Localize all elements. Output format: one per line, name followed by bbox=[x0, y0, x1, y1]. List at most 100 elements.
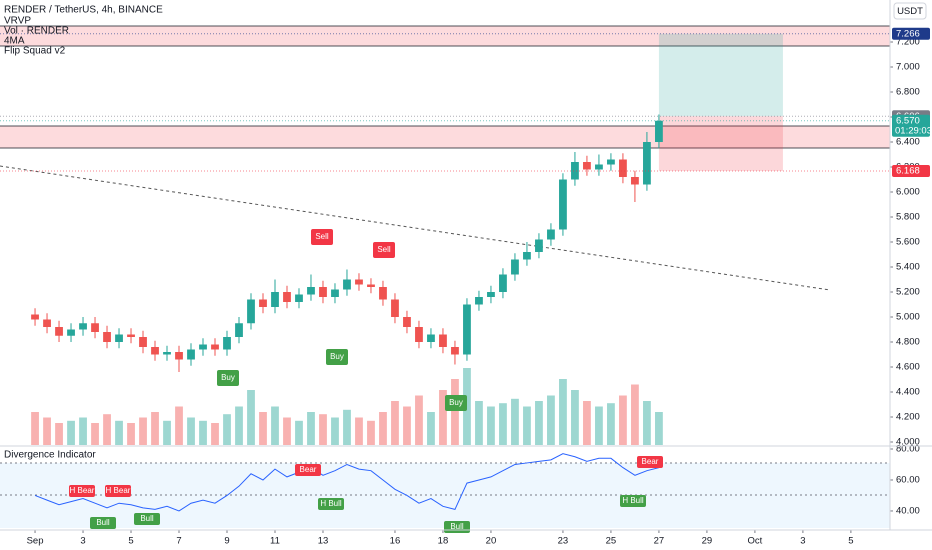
y-tick-label: 5.000 bbox=[896, 312, 920, 323]
volume-bar bbox=[427, 412, 435, 445]
indicator-title: Divergence Indicator bbox=[4, 450, 96, 461]
x-tick-label: 3 bbox=[800, 536, 805, 547]
volume-bar bbox=[403, 406, 411, 445]
x-tick-label: 9 bbox=[224, 536, 229, 547]
volume-bar bbox=[79, 417, 87, 445]
y-tick-label: 4.600 bbox=[896, 362, 920, 373]
currency[interactable]: USDT bbox=[897, 6, 923, 17]
volume-bar bbox=[103, 414, 111, 445]
divergence-badge bbox=[69, 485, 95, 497]
signal-label: Sell bbox=[315, 232, 329, 241]
candle-body bbox=[523, 252, 531, 260]
volume-bar bbox=[379, 412, 387, 445]
volume-bar bbox=[55, 423, 63, 445]
candle-body bbox=[175, 352, 183, 360]
divergence-label: Bull bbox=[96, 518, 110, 527]
candle-body bbox=[271, 292, 279, 307]
price-tag-label: 6.168 bbox=[896, 166, 920, 177]
y-tick-label: 60.00 bbox=[896, 474, 920, 485]
volume-bar bbox=[475, 401, 483, 445]
legend-item: Vol · RENDER bbox=[4, 26, 69, 37]
volume-bar bbox=[499, 403, 507, 445]
signal-label: Buy bbox=[330, 352, 344, 361]
volume-bar bbox=[151, 412, 159, 445]
divergence-label: H Bull bbox=[622, 496, 644, 505]
volume-bar bbox=[655, 412, 663, 445]
candle-body bbox=[163, 352, 171, 355]
volume-bar bbox=[631, 384, 639, 445]
indicator-line bbox=[34, 453, 660, 512]
divergence-badge bbox=[620, 495, 646, 507]
signal-badge bbox=[445, 395, 467, 411]
candle-body bbox=[199, 344, 207, 350]
divergence-label: H Bear bbox=[106, 486, 131, 495]
candle-body bbox=[223, 337, 231, 350]
y-tick-label: 4.000 bbox=[896, 437, 920, 448]
x-tick-label: 23 bbox=[558, 536, 569, 547]
volume-bar bbox=[451, 379, 459, 445]
signal-badge bbox=[326, 349, 348, 365]
x-tick-label: 7 bbox=[176, 536, 181, 547]
divergence-badge bbox=[90, 517, 116, 529]
y-tick-label: 7.200 bbox=[896, 37, 920, 48]
volume-bar bbox=[295, 420, 303, 445]
x-tick-label: 16 bbox=[390, 536, 401, 547]
candle-body bbox=[307, 287, 315, 295]
volume-bar bbox=[415, 395, 423, 445]
legend-item: 4MA bbox=[4, 36, 25, 47]
volume-bar bbox=[115, 420, 123, 445]
candle-body bbox=[79, 323, 87, 330]
plot-layer: 4.000 4.200 4.400 4.600 4.800 5.000 5.200 5.400… bbox=[0, 25, 932, 547]
y-tick-label: 5.600 bbox=[896, 237, 920, 248]
divergence-label: H Bear bbox=[70, 486, 95, 495]
candle-body bbox=[91, 323, 99, 332]
resistance-zone bbox=[0, 126, 890, 148]
candle-body bbox=[115, 334, 123, 342]
stop-box bbox=[658, 116, 783, 171]
divergence-badge bbox=[134, 513, 160, 525]
volume-bar bbox=[535, 401, 543, 445]
target-box bbox=[658, 33, 783, 117]
volume-bar bbox=[487, 406, 495, 445]
candle-body bbox=[559, 179, 567, 230]
candle-body bbox=[415, 327, 423, 342]
price-tag-label: 7.266 bbox=[896, 28, 920, 39]
volume-bar bbox=[547, 395, 555, 445]
signal-badge bbox=[311, 229, 333, 245]
candle-body bbox=[139, 337, 147, 347]
candle-body bbox=[211, 344, 219, 350]
candle-body bbox=[367, 284, 375, 287]
x-tick-label: 5 bbox=[128, 536, 133, 547]
candle-body bbox=[511, 259, 519, 275]
candle-body bbox=[247, 299, 255, 324]
volume-bar bbox=[595, 406, 603, 445]
price-tag bbox=[892, 27, 930, 40]
y-tick-label: 6.800 bbox=[896, 87, 920, 98]
candle-body bbox=[379, 287, 387, 300]
volume-bar bbox=[163, 420, 171, 445]
chart-title: RENDER / TetherUS, 4h, BINANCE bbox=[4, 5, 163, 16]
candle-body bbox=[43, 319, 51, 327]
candle-body bbox=[355, 279, 363, 285]
volume-bar bbox=[247, 390, 255, 445]
x-tick-label: 20 bbox=[486, 536, 497, 547]
volume-bar bbox=[127, 423, 135, 445]
volume-bar bbox=[331, 417, 339, 445]
countdown: 01:29:03 bbox=[895, 125, 932, 136]
divergence-badge bbox=[105, 485, 131, 497]
candle-body bbox=[595, 164, 603, 170]
currency-button[interactable] bbox=[893, 2, 927, 20]
candle-body bbox=[571, 162, 579, 180]
price-tag bbox=[892, 114, 930, 137]
candle-body bbox=[151, 347, 159, 355]
candle-body bbox=[547, 229, 555, 240]
x-tick-label: 13 bbox=[318, 536, 329, 547]
divergence-badge bbox=[318, 498, 344, 510]
volume-bar bbox=[439, 390, 447, 445]
price-tag bbox=[892, 165, 930, 177]
candle-body bbox=[487, 292, 495, 297]
volume-bar bbox=[367, 420, 375, 445]
y-tick-label: 40.00 bbox=[896, 505, 920, 516]
signal-label: Sell bbox=[377, 245, 391, 254]
